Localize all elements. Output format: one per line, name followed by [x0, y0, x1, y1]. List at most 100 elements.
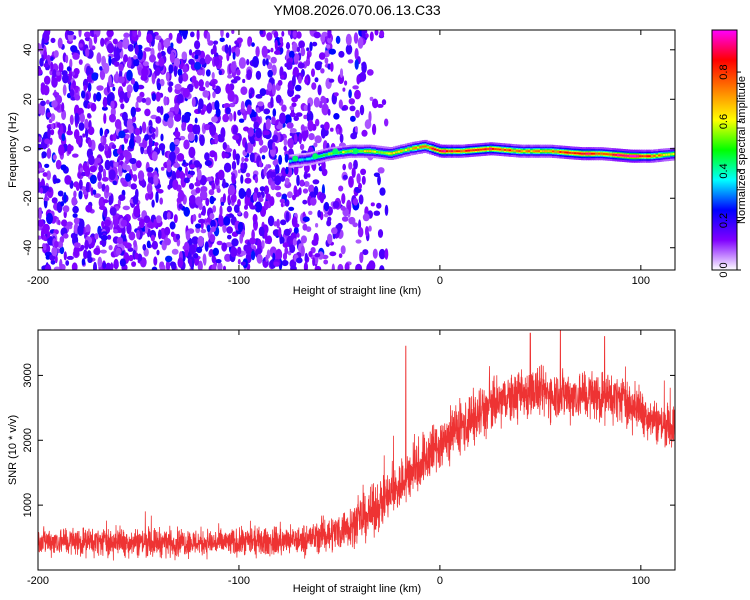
noise-blob [185, 230, 191, 241]
noise-blob [297, 62, 305, 69]
noise-blob [148, 137, 153, 148]
noise-blob [181, 121, 186, 131]
noise-blob [194, 134, 198, 143]
noise-blob [240, 162, 245, 170]
noise-blob [144, 108, 151, 117]
noise-blob [284, 153, 289, 163]
noise-blob [320, 68, 325, 74]
noise-blob [279, 198, 286, 204]
noise-blob [105, 184, 110, 193]
noise-blob [109, 113, 116, 123]
noise-blob [134, 136, 140, 141]
ridge-cell [325, 153, 329, 156]
noise-blob [276, 124, 283, 130]
ridge-cell [359, 150, 363, 153]
noise-blob [313, 185, 319, 196]
noise-blob [287, 61, 293, 70]
noise-blob [315, 223, 319, 228]
noise-blob [115, 71, 119, 82]
ridge-cell [467, 149, 472, 152]
ridge-cell [412, 147, 416, 150]
noise-blob [275, 164, 280, 175]
noise-blob [379, 30, 385, 38]
noise-blob [72, 80, 76, 89]
noise-blob [227, 194, 231, 204]
noise-blob [373, 172, 380, 178]
noise-blob [342, 163, 347, 171]
noise-blob [258, 139, 264, 146]
noise-blob [151, 151, 158, 162]
noise-blob [377, 103, 384, 108]
noise-blob [83, 249, 88, 260]
noise-blob [195, 187, 201, 194]
noise-blob [217, 169, 225, 181]
ridge-cell [465, 149, 469, 152]
noise-blob [101, 106, 108, 111]
ridge-cell [583, 152, 587, 155]
noise-blob [242, 162, 248, 170]
noise-blob [194, 54, 199, 60]
noise-blob [232, 125, 238, 135]
noise-blob [211, 181, 216, 191]
noise-blob [78, 179, 83, 190]
noise-blob [223, 162, 232, 173]
noise-blob [362, 213, 370, 222]
noise-blob [364, 119, 372, 130]
ridge-cell [547, 150, 551, 153]
noise-blob [59, 246, 65, 255]
noise-blob [144, 47, 152, 52]
noise-blob [151, 266, 158, 270]
noise-blob [66, 30, 75, 36]
noise-blob [338, 50, 345, 58]
noise-blob [134, 44, 139, 55]
noise-blob [205, 80, 210, 88]
colorbar: 0.0 0.2 0.4 0.6 0.8 Normalized spectral ampl… [711, 29, 748, 278]
noise-blob [38, 167, 45, 172]
noise-blob [373, 210, 381, 216]
noise-blob [50, 61, 54, 72]
ridge-cell [390, 152, 395, 155]
noise-blob [352, 198, 359, 206]
noise-blob [209, 195, 215, 205]
noise-blob [50, 56, 54, 62]
noise-blob [73, 129, 80, 140]
noise-blob [113, 61, 120, 67]
ridge-cell [342, 151, 346, 154]
ridge-cell [308, 157, 313, 160]
ridge-cell [561, 151, 566, 154]
noise-blob [174, 83, 182, 90]
noise-blob [232, 51, 236, 60]
noise-blob [61, 109, 67, 121]
noise-blob [233, 204, 240, 213]
noise-blob [54, 240, 59, 249]
ridge-cell [417, 146, 421, 149]
noise-blob [142, 61, 149, 67]
noise-blob [275, 248, 283, 261]
noise-blob [276, 218, 280, 229]
noise-blob [200, 79, 204, 86]
noise-blob [197, 169, 202, 181]
noise-blob [146, 182, 153, 195]
noise-blob [259, 186, 266, 192]
noise-blob [283, 145, 288, 151]
noise-blob [127, 56, 132, 69]
noise-blob [50, 113, 56, 122]
noise-blob [95, 91, 102, 102]
ridge-cell [371, 150, 375, 153]
noise-blob [172, 179, 179, 191]
noise-blob [46, 212, 53, 225]
noise-blob [44, 264, 52, 270]
noise-blob [146, 240, 151, 249]
noise-blob [384, 204, 389, 216]
noise-blob [226, 205, 232, 213]
ridge-cell [443, 150, 448, 153]
ridge-cell [508, 149, 513, 152]
noise-blob [169, 51, 175, 64]
noise-blob [287, 30, 292, 36]
noise-blob [293, 226, 299, 235]
ridge-cell [339, 151, 344, 154]
noise-blob [331, 227, 338, 235]
noise-blob [355, 239, 362, 244]
noise-blob [65, 260, 70, 266]
noise-blob [280, 175, 286, 182]
